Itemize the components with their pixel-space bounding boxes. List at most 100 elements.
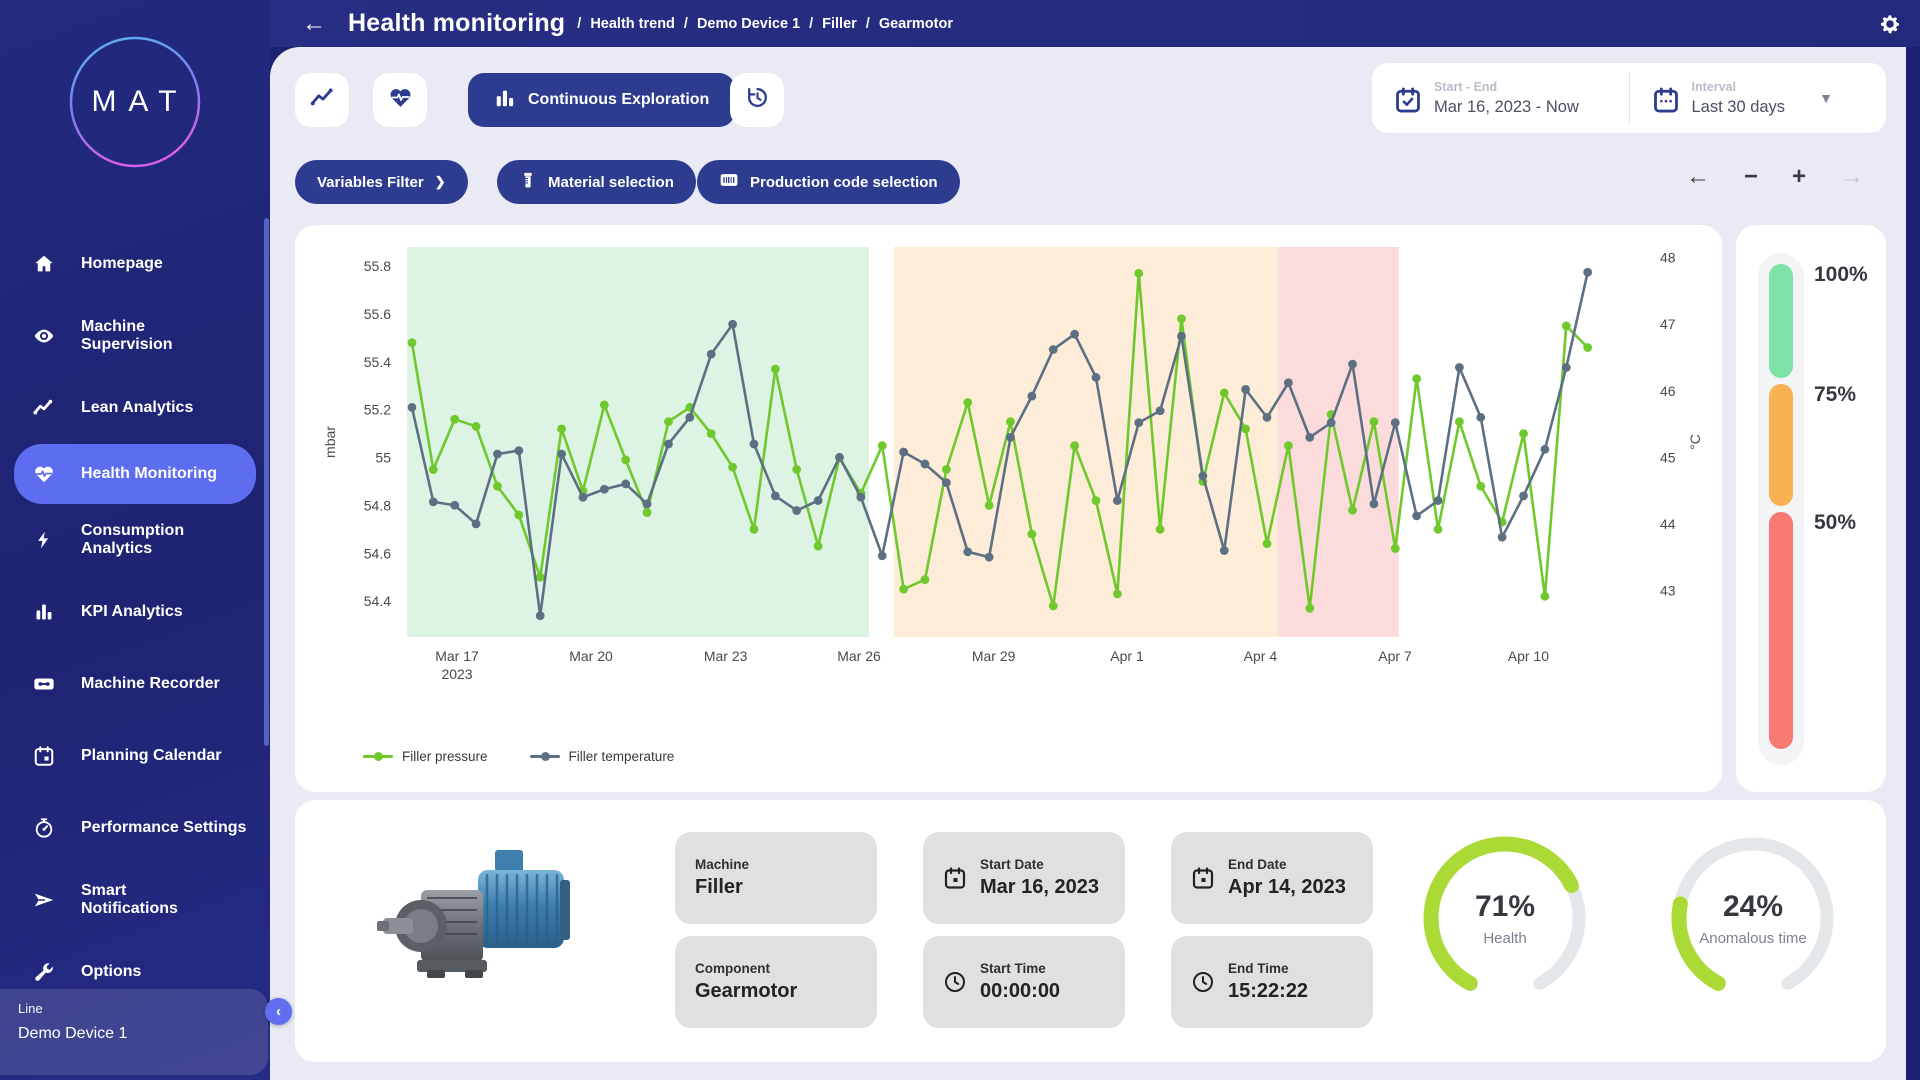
start-time-card: Start Time 00:00:00	[923, 936, 1125, 1028]
settings-gear-icon[interactable]	[1878, 12, 1902, 36]
chevron-down-icon: ▼	[1819, 90, 1833, 106]
anomalous-gauge-arc	[1671, 837, 1834, 991]
svg-text:54.4: 54.4	[364, 593, 391, 609]
anomalous-gauge-label: Anomalous time	[1699, 929, 1807, 947]
heart-pulse-icon	[388, 85, 413, 115]
component-details-card: Machine Filler Component Gearmotor Start…	[295, 800, 1886, 1062]
health-gauge-arc	[1423, 836, 1586, 991]
tab-history[interactable]	[730, 73, 784, 127]
svg-text:mbar: mbar	[322, 426, 338, 458]
variables-filter-button[interactable]: Variables Filter ❯	[295, 160, 468, 204]
svg-text:Apr 7: Apr 7	[1378, 648, 1412, 664]
sidebar-scrollbar[interactable]	[264, 218, 269, 746]
breadcrumb-item[interactable]: Gearmotor	[878, 15, 953, 32]
health-trend-chart-card: 55.8 55.6 55.4 55.2 55 54.8 54.6 54.4 48 47 46 45 44…	[295, 225, 1722, 792]
machine-label: Machine	[695, 857, 750, 872]
breadcrumb: / Health trend / Demo Device 1 / Filler …	[577, 16, 953, 32]
variables-filter-label: Variables Filter	[317, 173, 424, 191]
sidebar-item-options[interactable]: Options	[0, 936, 270, 1008]
legend-item-pressure[interactable]: Filler pressure	[363, 749, 488, 764]
svg-text:55.8: 55.8	[364, 258, 391, 274]
calendar-icon	[943, 866, 967, 890]
svg-text:47: 47	[1660, 316, 1676, 332]
interval-selector[interactable]: Interval Last 30 days ▼	[1630, 80, 1887, 117]
sidebar-item-machine-recorder[interactable]: Machine Recorder	[0, 648, 270, 720]
heart-pulse-icon	[33, 463, 55, 485]
main-content: Continuous Exploration Start - End Mar 1…	[270, 47, 1906, 1080]
health-gauge-label: Health	[1483, 929, 1527, 947]
sidebar-item-label: Planning Calendar	[81, 746, 222, 764]
pan-left-arrow-icon[interactable]: ←	[1685, 163, 1710, 190]
chevron-right-icon: ❯	[434, 174, 446, 189]
svg-text:Mar 26: Mar 26	[837, 648, 881, 664]
svg-text:Apr 10: Apr 10	[1508, 648, 1549, 664]
component-value: Gearmotor	[695, 980, 798, 1002]
production-code-selection-button[interactable]: Production code selection	[697, 160, 960, 204]
clock-icon	[1191, 970, 1215, 994]
page-scrollbar[interactable]	[1906, 0, 1920, 1080]
recorder-icon	[33, 673, 55, 695]
pan-right-arrow-icon[interactable]: →	[1840, 163, 1864, 190]
tab-health-view[interactable]	[373, 73, 427, 127]
bar-chart-icon	[33, 601, 55, 623]
svg-text:Mar 20: Mar 20	[569, 648, 613, 664]
pressure-legend-label: Filler pressure	[402, 749, 488, 764]
sidebar-item-machine-supervision[interactable]: Machine Supervision	[0, 300, 270, 372]
breadcrumb-separator: /	[683, 15, 688, 32]
end-date-card: End Date Apr 14, 2023	[1171, 832, 1373, 924]
sidebar-nav: Homepage Machine Supervision Lean Analyt…	[0, 228, 270, 1008]
sidebar-item-label: Performance Settings	[81, 818, 247, 836]
sidebar-item-planning-calendar[interactable]: Planning Calendar	[0, 720, 270, 792]
material-icon	[519, 171, 537, 193]
sidebar-item-homepage[interactable]: Homepage	[0, 228, 270, 300]
device-card[interactable]: Line Demo Device 1	[0, 989, 268, 1075]
end-date-value: Apr 14, 2023	[1228, 876, 1346, 898]
breadcrumb-item[interactable]: Health trend	[590, 15, 675, 32]
brand-logo: MAT	[68, 35, 202, 169]
breadcrumb-separator: /	[577, 15, 582, 32]
material-selection-button[interactable]: Material selection	[497, 160, 696, 204]
zoom-in-plus-icon[interactable]: +	[1791, 163, 1806, 190]
svg-text:46: 46	[1660, 383, 1676, 399]
breadcrumb-separator: /	[809, 15, 814, 32]
sidebar-item-performance-settings[interactable]: Performance Settings	[0, 792, 270, 864]
start-time-label: Start Time	[980, 961, 1046, 976]
end-time-value: 15:22:22	[1228, 980, 1309, 1002]
start-date-value: Mar 16, 2023	[980, 876, 1099, 898]
svg-text:°C: °C	[1687, 434, 1703, 450]
trend-line-icon	[309, 85, 335, 116]
threshold-segment	[1769, 383, 1793, 506]
temperature-legend-label: Filler temperature	[568, 749, 675, 764]
component-label: Component	[695, 961, 770, 976]
tab-trend-view[interactable]	[295, 73, 349, 127]
logo-ring-icon	[69, 36, 201, 168]
breadcrumb-item[interactable]: Demo Device 1	[696, 15, 801, 32]
end-date-label: End Date	[1228, 857, 1287, 872]
sidebar-collapse-button[interactable]: ‹	[265, 998, 292, 1025]
svg-text:54.8: 54.8	[364, 497, 391, 513]
lightning-icon	[33, 529, 55, 551]
legend-item-temperature[interactable]: Filler temperature	[529, 749, 675, 764]
health-threshold-card: 100% 75% 50%	[1736, 225, 1886, 792]
tab-continuous-exploration[interactable]: Continuous Exploration	[468, 73, 736, 127]
sidebar-item-label: Health Monitoring	[81, 464, 217, 482]
sidebar-item-kpi-analytics[interactable]: KPI Analytics	[0, 576, 270, 648]
back-arrow-icon[interactable]: ←	[302, 9, 326, 37]
health-trend-chart[interactable]: 55.8 55.6 55.4 55.2 55 54.8 54.6 54.4 48 47 46 45 44…	[295, 225, 1722, 705]
svg-text:54.6: 54.6	[364, 545, 391, 561]
sidebar-item-label: Options	[81, 962, 142, 980]
start-date-label: Start Date	[980, 857, 1044, 872]
history-icon	[745, 85, 770, 115]
sidebar-item-lean-analytics[interactable]: Lean Analytics	[0, 372, 270, 444]
interval-value: Last 30 days	[1691, 97, 1786, 116]
zoom-out-minus-icon[interactable]: −	[1743, 163, 1758, 190]
svg-text:48: 48	[1660, 250, 1676, 266]
logo-text: MAT	[91, 85, 189, 118]
send-icon	[33, 889, 55, 911]
breadcrumb-item[interactable]: Filler	[822, 15, 857, 32]
sidebar-item-smart-notifications[interactable]: Smart Notifications	[0, 864, 270, 936]
sidebar-item-consumption-analytics[interactable]: Consumption Analytics	[0, 504, 270, 576]
date-range-selector[interactable]: Start - End Mar 16, 2023 - Now	[1372, 80, 1629, 117]
sidebar-item-health-monitoring[interactable]: Health Monitoring	[14, 444, 256, 504]
